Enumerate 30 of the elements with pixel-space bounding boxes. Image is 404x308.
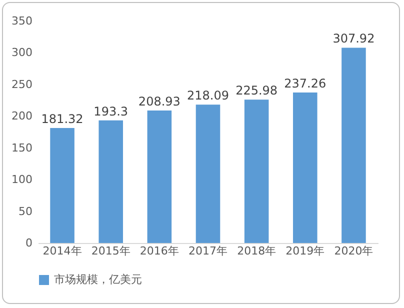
data-label: 218.09 [187,88,229,103]
y-tick-label: 350 [12,14,32,28]
x-tick-label: 2015年 [91,244,130,258]
bar [196,104,220,243]
data-label: 225.98 [236,84,278,98]
bar [147,110,172,243]
data-label: 307.92 [332,32,375,46]
bar [342,48,366,243]
data-label: 181.32 [41,112,84,126]
y-tick-label: 100 [12,173,32,186]
bar [244,100,269,243]
y-tick-label: 300 [12,46,32,60]
y-tick-label: 0 [26,236,32,250]
data-label: 208.93 [138,94,180,108]
data-label: 237.26 [284,76,326,91]
bar [98,120,123,243]
y-tick-label: 150 [12,141,32,154]
x-tick-label: 2020年 [334,244,374,258]
bar [50,128,74,243]
data-label: 193.3 [94,104,128,118]
bar [293,92,318,243]
x-tick-label: 2018年 [237,244,276,258]
x-tick-label: 2014年 [42,244,82,258]
x-tick-label: 2017年 [188,244,228,258]
y-tick-label: 200 [12,110,32,123]
legend-label: 市场规模，亿美元 [54,273,142,286]
x-tick-label: 2016年 [140,244,179,258]
y-tick-label: 50 [18,204,32,218]
x-tick-label: 2019年 [286,244,325,258]
y-tick-label: 250 [12,78,32,91]
